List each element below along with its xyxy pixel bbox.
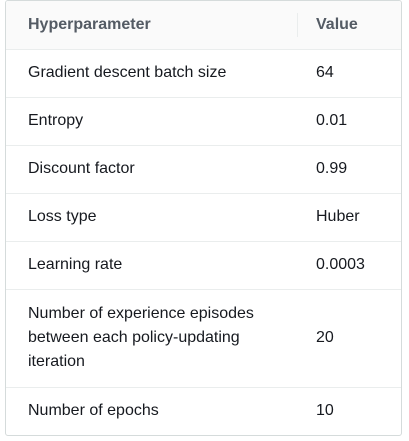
row-name: Gradient descent batch size	[6, 49, 298, 98]
table-row: Number of epochs 10	[6, 387, 401, 435]
table-body: Gradient descent batch size 64 Entropy 0…	[6, 49, 401, 435]
row-name: Discount factor	[6, 145, 298, 194]
row-value: 20	[298, 289, 401, 388]
row-value: Huber	[298, 193, 401, 242]
row-name: Entropy	[6, 97, 298, 146]
table-row: Number of experience episodes between ea…	[6, 289, 401, 388]
table-row: Loss type Huber	[6, 193, 401, 242]
row-value: 10	[316, 402, 334, 420]
header-value-label: Value	[316, 15, 358, 33]
row-name: Number of experience episodes between ea…	[6, 289, 298, 388]
table-header: Hyperparameter Value	[6, 1, 401, 50]
table: Hyperparameter Value Gradient descent ba…	[6, 1, 401, 435]
table-row: Entropy 0.01	[6, 97, 401, 146]
row-name: Loss type	[6, 193, 298, 242]
table-row: Gradient descent batch size 64	[6, 49, 401, 98]
row-name: Number of epochs	[28, 402, 159, 420]
row-value: 0.0003	[298, 241, 401, 290]
hyperparameter-table: Hyperparameter Value Gradient descent ba…	[5, 0, 402, 436]
header-hyperparameter-label: Hyperparameter	[28, 15, 151, 33]
row-name: Learning rate	[6, 241, 298, 290]
column-divider	[297, 13, 298, 37]
header-row: Hyperparameter Value	[6, 1, 401, 50]
table-row: Learning rate 0.0003	[6, 241, 401, 290]
header-value: Value	[298, 1, 401, 50]
header-hyperparameter: Hyperparameter	[6, 1, 298, 50]
row-value: 0.99	[298, 145, 401, 194]
row-value: 64	[298, 49, 401, 98]
table-row: Discount factor 0.99	[6, 145, 401, 194]
row-value: 0.01	[298, 97, 401, 146]
